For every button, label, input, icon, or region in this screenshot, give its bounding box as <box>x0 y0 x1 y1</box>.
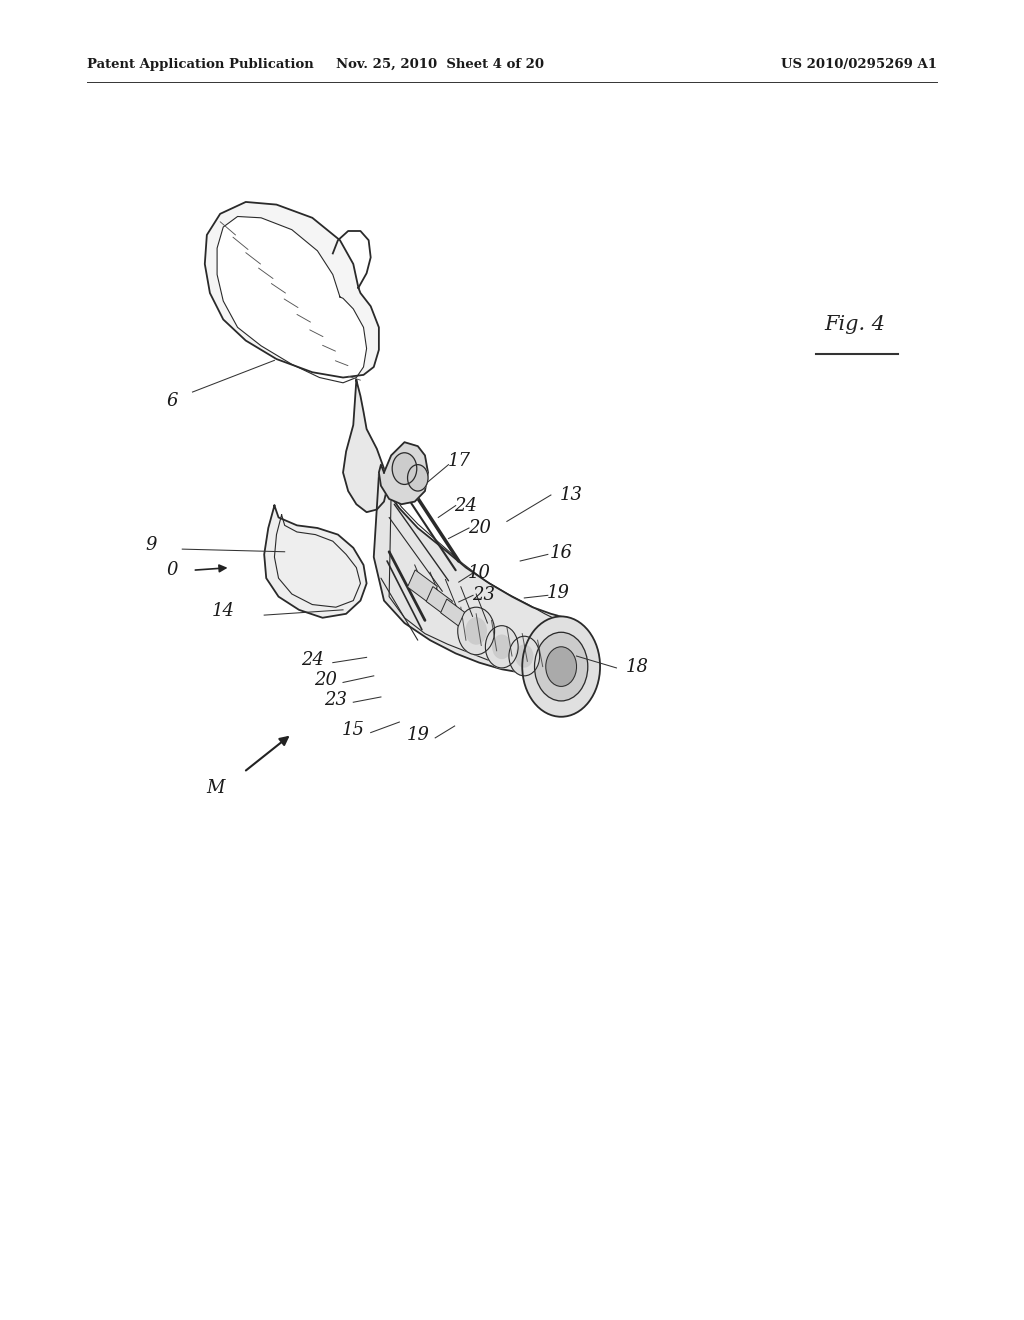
Circle shape <box>392 453 417 484</box>
Text: 0: 0 <box>166 561 178 579</box>
Text: Patent Application Publication: Patent Application Publication <box>87 58 313 71</box>
Circle shape <box>535 632 588 701</box>
Bar <box>408 570 437 603</box>
Text: 10: 10 <box>468 564 490 582</box>
Text: 14: 14 <box>212 602 234 620</box>
Text: 18: 18 <box>626 657 648 676</box>
Text: 20: 20 <box>468 519 490 537</box>
Text: Nov. 25, 2010  Sheet 4 of 20: Nov. 25, 2010 Sheet 4 of 20 <box>336 58 545 71</box>
Circle shape <box>485 626 518 668</box>
Text: 17: 17 <box>447 451 470 470</box>
Text: 19: 19 <box>407 726 429 744</box>
Text: 19: 19 <box>547 583 569 602</box>
Polygon shape <box>217 216 367 383</box>
Text: 23: 23 <box>325 690 347 709</box>
Circle shape <box>516 645 532 667</box>
Polygon shape <box>264 506 367 618</box>
Bar <box>440 599 465 626</box>
Text: US 2010/0295269 A1: US 2010/0295269 A1 <box>781 58 937 71</box>
Polygon shape <box>379 442 428 504</box>
Circle shape <box>493 635 511 659</box>
Polygon shape <box>343 380 387 512</box>
Circle shape <box>546 647 577 686</box>
Text: 24: 24 <box>455 496 477 515</box>
Polygon shape <box>374 475 575 673</box>
Text: 6: 6 <box>166 392 178 411</box>
Text: 20: 20 <box>314 671 337 689</box>
Text: 13: 13 <box>560 486 583 504</box>
Text: 23: 23 <box>472 586 495 605</box>
Circle shape <box>408 465 428 491</box>
Circle shape <box>522 616 600 717</box>
Circle shape <box>458 607 495 655</box>
Text: 24: 24 <box>301 651 324 669</box>
Text: M: M <box>206 779 224 797</box>
Text: 9: 9 <box>145 536 158 554</box>
Circle shape <box>466 618 486 644</box>
Text: Fig. 4: Fig. 4 <box>824 315 886 334</box>
Text: 16: 16 <box>550 544 572 562</box>
Bar <box>426 586 453 616</box>
Circle shape <box>509 636 540 676</box>
Text: 15: 15 <box>342 721 365 739</box>
Polygon shape <box>205 202 379 378</box>
